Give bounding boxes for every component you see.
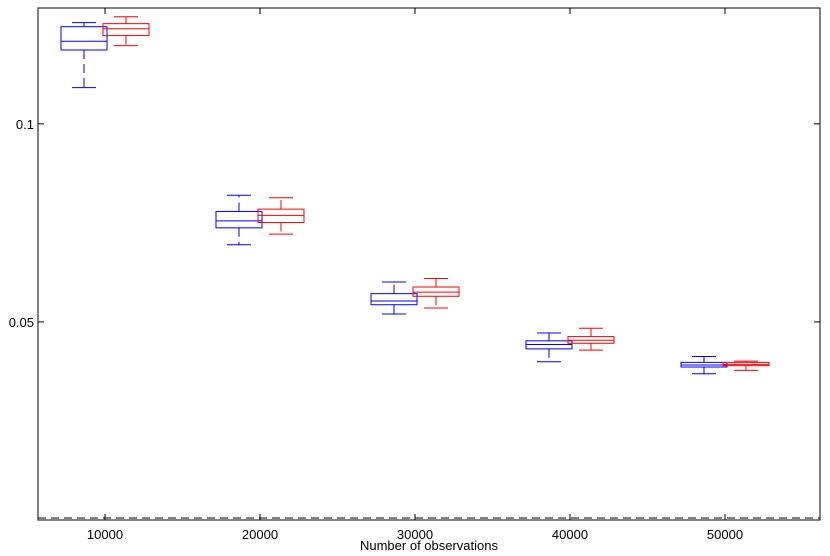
x-tick-label: 40000 [552, 527, 588, 542]
box-40000-series-1 [525, 332, 573, 363]
box-50000-series-1 [680, 356, 728, 375]
plot-area-frame [37, 7, 821, 521]
chart-marks [38, 16, 820, 519]
box-iqr [215, 210, 263, 229]
box-50000-series-2 [722, 360, 770, 371]
x-tick-label: 20000 [242, 527, 278, 542]
box-10000-series-1 [60, 22, 108, 89]
box-30000-series-2 [412, 278, 460, 309]
y-tick-label: 0.1 [16, 117, 34, 132]
x-tick-label: 50000 [707, 527, 743, 542]
box-iqr [60, 26, 108, 51]
box-30000-series-1 [370, 281, 418, 315]
x-axis-title: Number of observations [360, 538, 499, 553]
y-tick-label: 0.05 [9, 315, 34, 330]
box-20000-series-1 [215, 194, 263, 246]
box-20000-series-2 [257, 197, 305, 235]
x-tick-label: 30000 [397, 527, 433, 542]
x-tick-label: 10000 [87, 527, 123, 542]
box-iqr [102, 23, 150, 37]
box-iqr [370, 293, 418, 306]
chart-axes: 10000 20000 30000 40000 50000 0.05 0.1 [9, 8, 820, 542]
box-10000-series-2 [102, 16, 150, 47]
box-40000-series-2 [567, 327, 615, 351]
